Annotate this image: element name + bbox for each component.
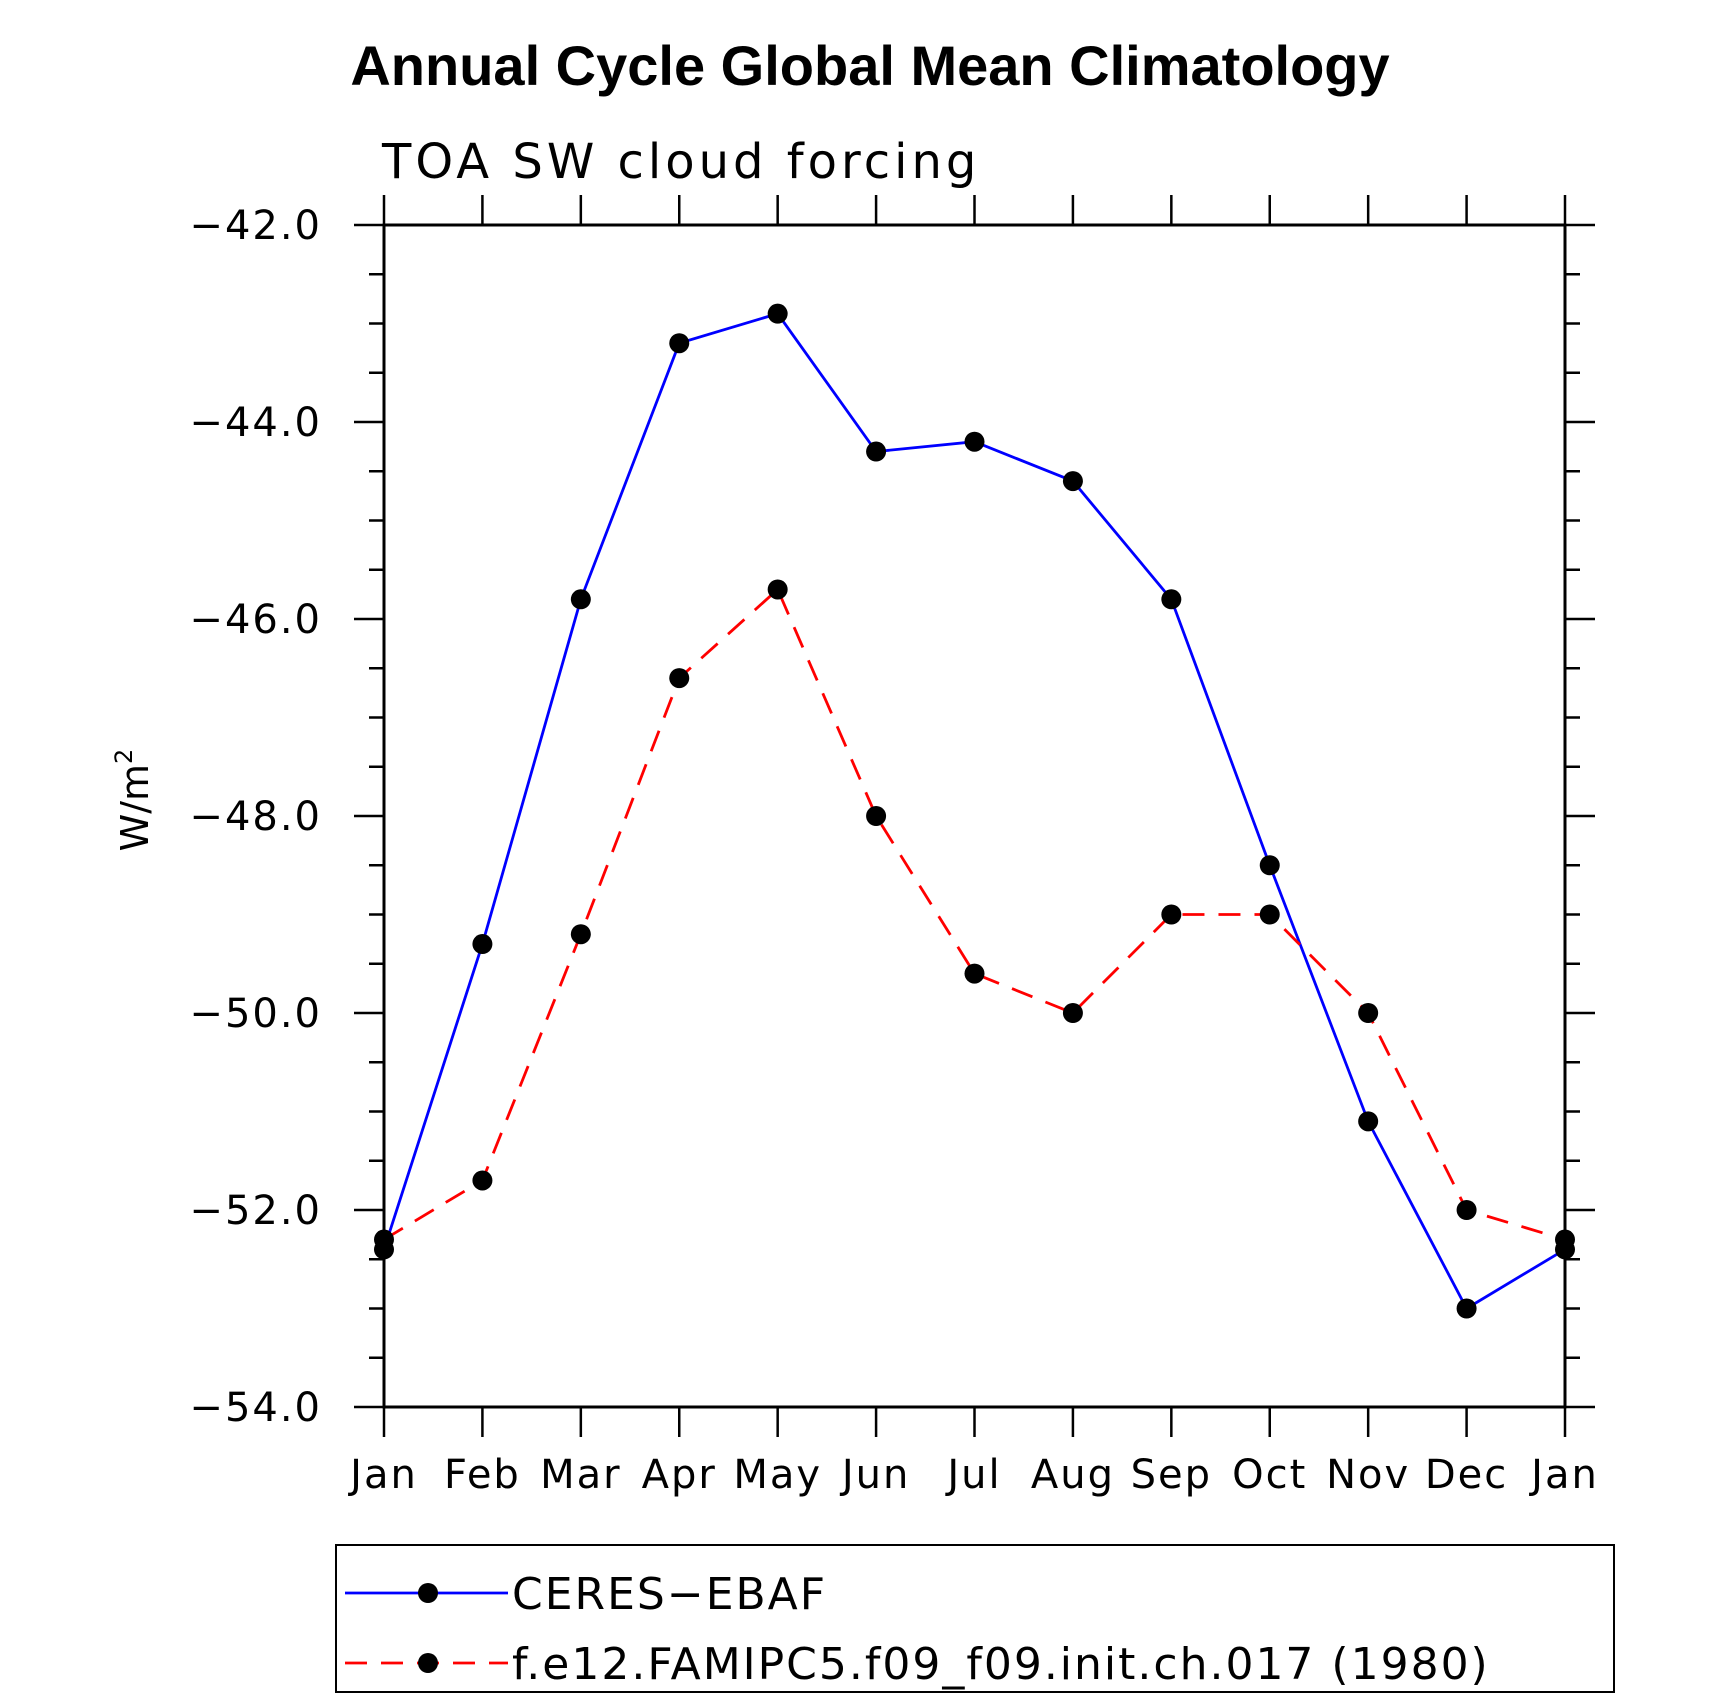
chart-title: Annual Cycle Global Mean Climatology <box>350 34 1389 97</box>
y-axis-label-superscript: 2 <box>110 749 138 764</box>
data-point <box>1259 904 1280 925</box>
y-tick-label: −42.0 <box>189 203 322 249</box>
data-point <box>1456 1298 1477 1319</box>
data-point <box>472 1170 493 1191</box>
y-tick-label: −52.0 <box>189 1188 322 1234</box>
data-point <box>866 806 887 826</box>
data-point <box>1456 1200 1477 1220</box>
series-line <box>383 587 1566 1241</box>
x-tick-label: Dec <box>1425 1452 1508 1498</box>
legend-label: f.e12.FAMIPC5.f09_f09.init.ch.017 (1980) <box>512 1639 1490 1690</box>
x-tick-label: Jul <box>944 1452 1001 1498</box>
y-tick-label: −46.0 <box>189 597 322 643</box>
chart-subtitle: TOA SW cloud forcing <box>381 134 980 190</box>
data-point <box>1259 855 1280 876</box>
data-point <box>669 333 690 354</box>
x-tick-label: May <box>733 1452 822 1498</box>
data-point <box>374 1229 394 1250</box>
y-tick-label: −44.0 <box>189 400 322 446</box>
x-tick-label: Mar <box>540 1452 621 1498</box>
series-1 <box>374 303 1575 1319</box>
series-layer <box>374 303 1575 1319</box>
data-point <box>767 303 788 324</box>
x-tick-label: Feb <box>444 1452 521 1498</box>
axis-ticks <box>354 195 1595 1437</box>
x-tick-label: Jan <box>1528 1452 1599 1498</box>
data-point <box>472 934 493 955</box>
x-tick-label: Jun <box>839 1452 911 1498</box>
x-tick-label: Nov <box>1326 1452 1410 1498</box>
x-tick-label: Jan <box>347 1452 418 1498</box>
y-tick-label: −54.0 <box>189 1385 322 1431</box>
legend-swatch-marker <box>418 1653 438 1673</box>
data-point <box>1161 589 1182 610</box>
x-tick-label: Apr <box>642 1452 717 1498</box>
legend-swatch-marker <box>418 1583 438 1603</box>
x-tick-labels: Jan Feb Mar Apr May Jun Jul Aug Sep Oct Nov Dec Jan <box>347 1452 1599 1498</box>
x-tick-label: Aug <box>1031 1452 1115 1498</box>
data-point <box>570 589 591 610</box>
y-tick-label: −50.0 <box>189 991 322 1037</box>
data-point <box>669 668 690 689</box>
legend-item-1: CERES−EBAF <box>345 1569 827 1620</box>
data-point <box>1062 1003 1083 1023</box>
data-point <box>1358 1111 1379 1132</box>
data-point <box>570 924 591 945</box>
data-point <box>1358 1003 1379 1023</box>
data-point <box>767 579 788 600</box>
plot-frame <box>382 223 1567 1409</box>
x-tick-label: Oct <box>1232 1452 1307 1498</box>
legend: CERES−EBAF f.e12.FAMIPC5.f09_f09.init.ch.… <box>335 1544 1615 1693</box>
y-axis-label: W/m2 <box>110 749 157 852</box>
y-tick-label: −48.0 <box>189 794 322 840</box>
y-axis-label-text: W/m <box>113 764 157 851</box>
series-line <box>382 312 1566 1311</box>
legend-items: CERES−EBAF f.e12.FAMIPC5.f09_f09.init.ch.… <box>345 1569 1490 1690</box>
data-point <box>964 431 985 452</box>
series-2 <box>374 579 1575 1250</box>
x-tick-label: Sep <box>1131 1452 1212 1498</box>
data-point <box>1062 471 1083 492</box>
data-point <box>1161 904 1182 925</box>
y-tick-labels: −42.0 −44.0 −46.0 −48.0 −50.0 −52.0 −54.0 <box>189 203 322 1431</box>
legend-item-2: f.e12.FAMIPC5.f09_f09.init.ch.017 (1980) <box>345 1639 1490 1690</box>
data-point <box>866 441 887 462</box>
legend-label: CERES−EBAF <box>512 1569 827 1620</box>
data-point <box>1555 1229 1575 1250</box>
legend-box <box>335 1544 1615 1693</box>
data-point <box>964 963 985 984</box>
